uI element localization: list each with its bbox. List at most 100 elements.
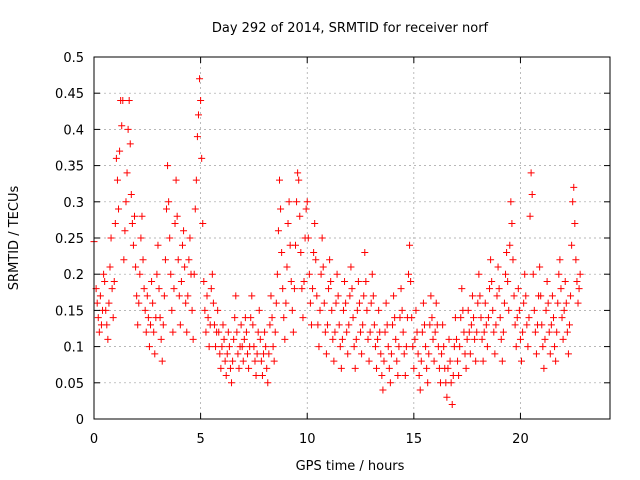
data-point <box>289 328 297 336</box>
x-tick-label: 15 <box>406 432 423 447</box>
x-tick-label: 0 <box>90 432 98 447</box>
data-point <box>521 270 529 278</box>
data-point <box>576 270 584 278</box>
data-point <box>265 350 273 358</box>
y-tick-label: 0.3 <box>63 196 84 211</box>
data-point <box>291 241 299 249</box>
data-point <box>330 357 338 365</box>
data-point <box>189 335 197 343</box>
data-point <box>503 248 511 256</box>
data-point <box>238 343 246 351</box>
data-point <box>452 335 460 343</box>
data-point <box>465 328 473 336</box>
data-point <box>140 285 148 293</box>
data-point <box>197 96 205 104</box>
data-point <box>541 335 549 343</box>
data-point <box>494 263 502 271</box>
data-point <box>505 306 513 314</box>
data-point <box>200 277 208 285</box>
data-point <box>204 314 212 322</box>
data-point <box>180 227 188 235</box>
data-point <box>529 270 537 278</box>
data-point <box>314 321 322 329</box>
data-point <box>418 328 426 336</box>
data-point <box>429 335 437 343</box>
data-point <box>235 364 243 372</box>
data-point <box>547 321 555 329</box>
data-point <box>131 212 139 220</box>
data-point <box>511 321 519 329</box>
data-point <box>438 350 446 358</box>
data-point <box>573 277 581 285</box>
data-point <box>299 314 307 322</box>
data-point <box>95 328 103 336</box>
data-point <box>489 306 497 314</box>
data-point <box>329 335 337 343</box>
data-point <box>162 205 170 213</box>
data-point <box>572 256 580 264</box>
data-point <box>506 241 514 249</box>
data-point <box>172 176 180 184</box>
data-point <box>439 321 447 329</box>
data-point <box>467 321 475 329</box>
data-point <box>371 343 379 351</box>
data-point <box>349 314 357 322</box>
data-point <box>522 292 530 300</box>
data-point <box>158 357 166 365</box>
data-point <box>397 285 405 293</box>
data-point <box>392 335 400 343</box>
data-point <box>279 285 287 293</box>
data-point <box>127 191 135 199</box>
data-point <box>199 220 207 228</box>
data-point <box>208 270 216 278</box>
data-point <box>512 343 520 351</box>
data-point <box>267 292 275 300</box>
y-tick-label: 0.1 <box>63 341 84 356</box>
data-point <box>350 343 358 351</box>
data-point <box>138 212 146 220</box>
data-point <box>167 270 175 278</box>
data-point <box>539 343 547 351</box>
data-point <box>396 314 404 322</box>
data-point <box>379 386 387 394</box>
data-point <box>205 343 213 351</box>
data-point <box>338 335 346 343</box>
data-point <box>133 292 141 300</box>
data-point <box>290 285 298 293</box>
data-point <box>266 321 274 329</box>
data-point <box>323 321 331 329</box>
data-point <box>457 314 465 322</box>
data-point <box>540 364 548 372</box>
data-point <box>389 321 397 329</box>
data-point <box>325 285 333 293</box>
data-point <box>552 357 560 365</box>
data-point <box>283 263 291 271</box>
data-point <box>564 350 572 358</box>
data-point <box>487 256 495 264</box>
data-point <box>183 328 191 336</box>
data-point <box>219 321 227 329</box>
data-point <box>321 328 329 336</box>
data-point <box>364 335 372 343</box>
data-point <box>132 263 140 271</box>
data-point <box>341 277 349 285</box>
data-point <box>498 357 506 365</box>
data-point <box>509 256 517 264</box>
data-point <box>569 198 577 206</box>
data-point <box>399 328 407 336</box>
data-point <box>415 372 423 380</box>
data-point <box>257 357 265 365</box>
data-point <box>102 306 110 314</box>
data-point <box>507 198 515 206</box>
data-point <box>142 328 150 336</box>
data-point <box>470 314 478 322</box>
data-point <box>171 220 179 228</box>
data-point <box>160 292 168 300</box>
data-point <box>151 350 159 358</box>
data-point <box>561 277 569 285</box>
data-point <box>182 299 190 307</box>
data-point <box>303 198 311 206</box>
data-point <box>249 321 257 329</box>
data-point <box>258 372 266 380</box>
data-point <box>440 343 448 351</box>
